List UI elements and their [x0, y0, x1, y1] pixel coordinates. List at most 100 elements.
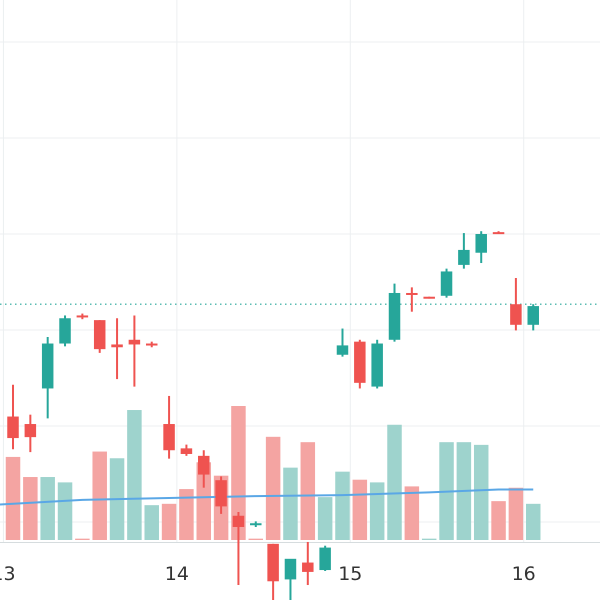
candle-body: [423, 296, 435, 299]
volume-bar: [231, 406, 246, 540]
candle-body: [111, 344, 123, 348]
candle-body: [232, 515, 245, 527]
candle-body: [319, 547, 331, 571]
candle-body: [284, 558, 297, 580]
candle-body: [302, 562, 314, 572]
candle-body: [59, 318, 71, 344]
candle: [440, 268, 453, 298]
candle: [232, 512, 245, 586]
candle: [423, 296, 435, 299]
volume-bar: [179, 489, 194, 540]
candle: [492, 231, 505, 235]
volume-bar: [92, 451, 107, 540]
candle: [510, 278, 522, 331]
candle: [475, 231, 487, 264]
volume-bar: [387, 424, 402, 540]
candle-body: [371, 343, 383, 387]
volume-histogram: [5, 406, 541, 540]
candle-body: [93, 320, 106, 350]
candle: [215, 476, 227, 514]
candle: [406, 287, 418, 312]
candle-body: [24, 424, 37, 438]
time-axis: 13 14 15 16: [0, 563, 536, 585]
volume-bar: [491, 501, 506, 540]
candle-body: [250, 523, 262, 526]
volume-bar: [161, 503, 177, 540]
candle: [250, 521, 262, 527]
candle: [41, 336, 54, 419]
candle: [93, 320, 106, 353]
candle: [198, 450, 210, 488]
grid: [0, 0, 600, 543]
candle-body: [475, 234, 487, 253]
candle-body: [440, 271, 453, 296]
candle-body: [336, 345, 349, 355]
candle: [354, 339, 366, 389]
candle-body: [128, 339, 141, 345]
candle-body: [527, 306, 539, 325]
volume-bar: [317, 497, 333, 540]
candle: [319, 545, 331, 571]
volume-bar: [265, 436, 281, 540]
volume-bar: [525, 503, 541, 540]
volume-bar: [40, 477, 55, 540]
x-tick-label: 14: [165, 563, 189, 585]
candle: [128, 315, 141, 387]
volume-bar: [127, 410, 142, 540]
candle: [284, 558, 297, 600]
candle: [371, 339, 383, 389]
candle: [163, 395, 175, 459]
candle-body: [163, 424, 175, 451]
volume-bar: [5, 456, 21, 540]
volume-bar: [196, 462, 212, 540]
candle: [59, 315, 71, 347]
candles: [7, 231, 539, 600]
candle-body: [180, 448, 193, 454]
volume-bar: [144, 505, 159, 540]
candle-body: [406, 292, 418, 295]
candle-body: [354, 341, 366, 383]
volume-bar: [57, 482, 73, 540]
x-tick-label: 16: [512, 563, 536, 585]
volume-bar: [473, 444, 489, 540]
volume-bar: [352, 479, 368, 540]
candle: [388, 283, 401, 342]
candle: [76, 313, 89, 320]
candle-body: [388, 292, 401, 340]
candle: [7, 384, 19, 450]
candle-body: [7, 416, 19, 439]
volume-bar: [508, 487, 524, 540]
volume-bar: [404, 486, 420, 540]
volume-bar: [300, 442, 316, 540]
candle: [24, 414, 37, 453]
volume-bar: [335, 471, 350, 540]
x-tick-label: 15: [338, 563, 362, 585]
candle: [458, 233, 470, 269]
candle-body: [198, 455, 210, 475]
candle-body: [492, 232, 505, 235]
candle-body: [267, 543, 279, 582]
volume-bar: [283, 467, 298, 540]
volume-bar: [75, 538, 90, 540]
candle-body: [145, 343, 158, 346]
candle-body: [41, 343, 54, 389]
x-tick-label: 13: [0, 563, 16, 585]
volume-bar: [23, 477, 38, 540]
candle-body: [510, 304, 522, 325]
candle: [302, 541, 314, 586]
candle: [527, 304, 539, 331]
candle-body: [215, 480, 227, 507]
candle: [111, 318, 123, 380]
candle: [336, 328, 349, 357]
volume-bar: [248, 538, 264, 540]
candle-body: [458, 249, 470, 265]
candle: [180, 444, 193, 456]
candle-body: [76, 315, 89, 318]
volume-bar: [369, 482, 385, 540]
candle: [267, 543, 279, 600]
volume-bar: [421, 538, 437, 540]
moving-average: [0, 488, 534, 506]
candle: [145, 341, 158, 348]
